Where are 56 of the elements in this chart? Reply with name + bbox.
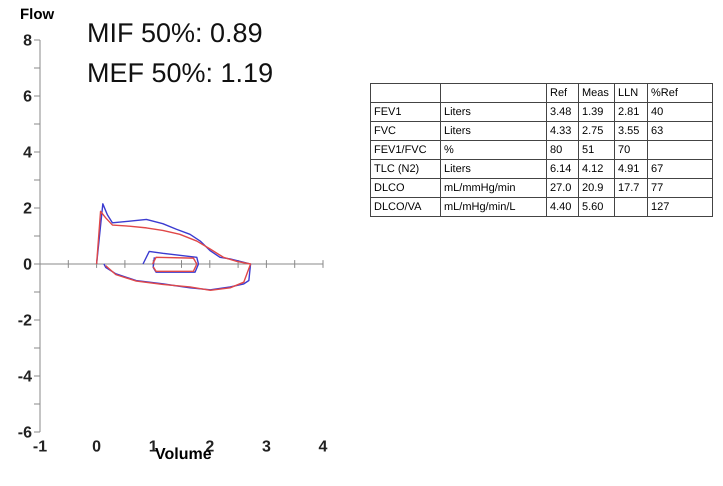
text: Liters [444,163,471,175]
text: 3.48 [550,106,572,118]
line-series [142,250,200,273]
text: 4.91 [618,163,640,175]
y-tick-label: 6 [23,88,32,106]
y-tick-label: -2 [18,312,32,330]
text: Liters [444,106,471,118]
y-axis-title: Flow [20,6,54,23]
text: 4.12 [582,163,604,175]
y-tick-label: -4 [18,368,32,386]
text: % [444,144,454,156]
y-tick-label: 8 [23,32,32,50]
x-tick-label: 1 [148,438,158,456]
text: 17.7 [618,182,640,194]
x-tick-label: -1 [32,438,48,456]
text: DLCO [374,182,405,194]
category-label: Meas [578,84,614,102]
text: mL/mmHg/min [444,182,516,194]
text: Liters [444,125,471,137]
text: FVC [374,125,396,137]
text: 40 [651,106,664,118]
text: DLCO/VA [374,201,422,213]
text: 3.55 [618,125,640,137]
text: 4.40 [550,201,572,213]
x-tick-label: 3 [262,438,271,456]
text: 77 [651,182,664,194]
category-label: LLN [614,84,648,102]
text: 5.60 [582,201,604,213]
line-series [152,256,198,272]
text: 67 [651,163,664,175]
y-tick-label: 4 [23,144,32,162]
text: FEV1 [374,106,402,118]
text: FEV1/FVC [374,144,427,156]
category-label: %Ref [648,84,712,102]
text: 4.33 [550,125,572,137]
y-tick-label: 0 [23,256,32,274]
annotation: MEF 50%: 1.19 [87,58,274,89]
text: 1.39 [582,106,604,118]
x-tick-label: 0 [92,438,102,456]
text: mL/mHg/min/L [444,201,516,213]
text: 127 [651,201,670,213]
text: 51 [582,144,594,156]
text: 6.14 [550,163,572,175]
x-tick-label: 4 [318,438,328,456]
y-tick-label: 2 [23,200,32,218]
text: 2.75 [582,125,604,137]
text: 63 [651,125,664,137]
text: TLC (N2) [374,163,420,175]
annotation: MIF 50%: 0.89 [87,18,263,49]
y-tick-label: -6 [18,424,32,442]
text: 20.9 [582,182,604,194]
text: 2.81 [618,106,640,118]
text: 70 [618,144,630,156]
text: 80 [550,144,562,156]
category-label: Ref [546,84,578,102]
text: 27.0 [550,182,572,194]
